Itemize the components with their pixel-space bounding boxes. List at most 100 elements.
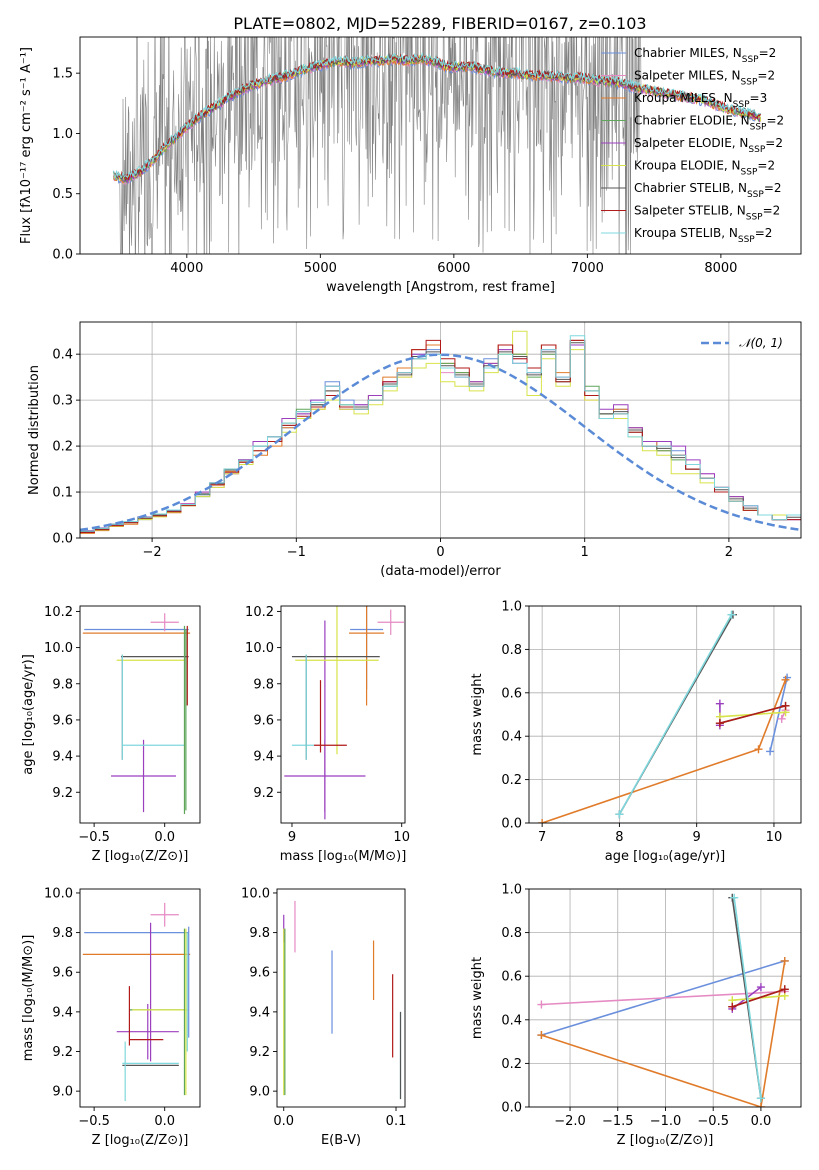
plot-area bbox=[538, 610, 792, 823]
x-tick-label: 0.0 bbox=[154, 830, 175, 845]
legend-label: Salpeter STELIB, NSSP=2 bbox=[634, 204, 780, 223]
y-tick-label: 10.0 bbox=[245, 641, 274, 656]
x-tick-label: 9 bbox=[693, 830, 701, 845]
legend-label: Chabrier MILES, NSSP=2 bbox=[634, 46, 776, 65]
x-axis: −2 −1 0 1 2 bbox=[143, 538, 733, 560]
panel-age-vs-mass: 9 10 9.2 9.4 9.6 9.8 10.0 10.2 mass [log₁₀(M/M⊙)… bbox=[245, 605, 410, 864]
y-axis-label: age [log₁₀(age/yr)] bbox=[21, 654, 36, 775]
error-bar bbox=[295, 606, 379, 755]
x-tick-label: −2.0 bbox=[554, 1114, 586, 1129]
error-bar bbox=[377, 609, 404, 635]
x-tick-label: 9 bbox=[288, 830, 296, 845]
x-tick-label: 8 bbox=[615, 830, 623, 845]
x-axis-label: Z [log₁₀(Z/Z⊙)] bbox=[92, 1133, 189, 1148]
series-marker bbox=[754, 745, 763, 754]
series-marker bbox=[780, 956, 789, 965]
y-tick-label: 0.1 bbox=[52, 486, 73, 501]
axes-frame bbox=[528, 888, 802, 1108]
legend-count: =2 bbox=[765, 136, 783, 150]
x-axis: −2.0 −1.5 −1.0 −0.5 0.0 bbox=[554, 1107, 771, 1129]
y-axis: 0.0 0.1 0.2 0.3 0.4 bbox=[52, 348, 80, 547]
panel-age-vs-z: −0.5 0.0 9.2 9.4 9.6 9.8 10.0 10.2 Z [log₁₀(Z/Z⊙… bbox=[21, 605, 201, 864]
y-tick-label: 0.3 bbox=[52, 394, 73, 409]
x-axis-label: age [log₁₀(age/yr)] bbox=[605, 849, 726, 864]
x-tick-label: 2 bbox=[725, 545, 733, 560]
x-axis: 7 8 9 10 bbox=[538, 823, 782, 845]
y-axis-label: mass [log₁₀(M/M⊙)] bbox=[21, 935, 36, 1062]
series-marker bbox=[615, 810, 624, 819]
x-axis: 9 10 bbox=[288, 823, 410, 845]
y-tick-label: 0.2 bbox=[52, 440, 73, 455]
y-tick-label: 10.2 bbox=[44, 605, 73, 620]
y-tick-label: 9.6 bbox=[52, 713, 73, 728]
x-axis-label: E(B-V) bbox=[321, 1133, 361, 1148]
y-tick-label: 1.0 bbox=[52, 127, 73, 142]
plot-area bbox=[537, 893, 789, 1107]
y-tick-label: 9.2 bbox=[249, 1045, 270, 1060]
error-bar bbox=[150, 902, 179, 927]
legend-count: =2 bbox=[757, 159, 775, 173]
legend-subscript: SSP bbox=[747, 190, 764, 200]
y-tick-label: 9.4 bbox=[249, 1005, 270, 1020]
y-tick-label: 9.2 bbox=[52, 1045, 73, 1060]
histogram-step bbox=[80, 335, 801, 532]
legend-name: Kroupa STELIB, N bbox=[634, 226, 738, 240]
y-tick-label: 1.5 bbox=[52, 67, 73, 82]
legend-subscript: SSP bbox=[750, 123, 767, 133]
series-line bbox=[769, 677, 788, 752]
y-tick-label: 10.0 bbox=[44, 886, 73, 901]
y-tick-label: 9.0 bbox=[52, 1085, 73, 1100]
legend-label: 𝒩(0, 1) bbox=[739, 336, 783, 350]
series-marker bbox=[728, 1002, 737, 1011]
y-tick-label: 0.6 bbox=[501, 686, 522, 701]
x-axis-label: Z [log₁₀(Z/Z⊙)] bbox=[617, 1133, 714, 1148]
legend-label: Kroupa STELIB, NSSP=2 bbox=[634, 226, 772, 245]
series-marker bbox=[715, 699, 724, 708]
legend-subscript: SSP bbox=[733, 100, 750, 110]
y-axis: 0.0 0.2 0.4 0.6 0.8 1.0 bbox=[501, 600, 529, 832]
series-marker bbox=[727, 610, 736, 619]
legend-name: Kroupa ELODIE, N bbox=[634, 159, 741, 173]
panel-weight-vs-z: −2.0 −1.5 −1.0 −0.5 0.0 0.0 0.2 0.4 0.6 0.8 1.0 Z [… bbox=[470, 883, 802, 1148]
y-axis: 9.0 9.2 9.4 9.6 9.8 10.0 bbox=[241, 886, 277, 1100]
x-axis: 4000 5000 6000 7000 8000 bbox=[170, 254, 737, 276]
series-marker bbox=[715, 719, 724, 728]
legend-label: Chabrier STELIB, NSSP=2 bbox=[634, 181, 782, 200]
x-axis-label: (data-model)/error bbox=[380, 564, 501, 579]
y-tick-label: 10.0 bbox=[44, 641, 73, 656]
y-tick-label: 1.0 bbox=[501, 883, 522, 898]
series-line bbox=[732, 988, 786, 1008]
panel-mass-vs-ebv: 0.0 0.1 9.0 9.2 9.4 9.6 9.8 10.0 E(B-V) bbox=[241, 886, 406, 1148]
y-axis: 0.0 0.5 1.0 1.5 bbox=[52, 67, 80, 263]
legend-subscript: SSP bbox=[742, 55, 759, 65]
model-line bbox=[112, 52, 761, 179]
y-tick-label: 0.0 bbox=[52, 532, 73, 547]
y-tick-label: 9.4 bbox=[52, 750, 73, 765]
legend-count: =2 bbox=[755, 226, 773, 240]
axes-frame bbox=[528, 605, 802, 824]
error-bar bbox=[116, 1003, 179, 1060]
y-axis-label: mass weight bbox=[470, 957, 485, 1039]
y-tick-label: 9.2 bbox=[253, 786, 274, 801]
y-tick-label: 0.6 bbox=[501, 970, 522, 985]
x-tick-label: 7000 bbox=[571, 261, 604, 276]
legend-count: =2 bbox=[764, 181, 782, 195]
error-bar bbox=[150, 613, 179, 632]
y-axis: 9.2 9.4 9.6 9.8 10.0 10.2 bbox=[245, 605, 281, 801]
series-marker bbox=[756, 983, 765, 992]
x-tick-label: 8000 bbox=[704, 261, 737, 276]
legend-count: =2 bbox=[763, 204, 781, 218]
x-tick-label: 4000 bbox=[170, 261, 203, 276]
y-axis-label: Normed distribution bbox=[27, 365, 42, 495]
y-tick-label: 9.8 bbox=[249, 926, 270, 941]
y-axis-label: mass weight bbox=[470, 673, 485, 755]
legend-subscript: SSP bbox=[741, 78, 758, 88]
y-tick-label: 0.2 bbox=[501, 1057, 522, 1072]
x-tick-label: 0.0 bbox=[154, 1114, 175, 1129]
x-tick-label: 0.0 bbox=[751, 1114, 772, 1129]
series-marker bbox=[730, 893, 739, 902]
axes-frame bbox=[79, 36, 802, 255]
axes-frame bbox=[280, 605, 406, 824]
